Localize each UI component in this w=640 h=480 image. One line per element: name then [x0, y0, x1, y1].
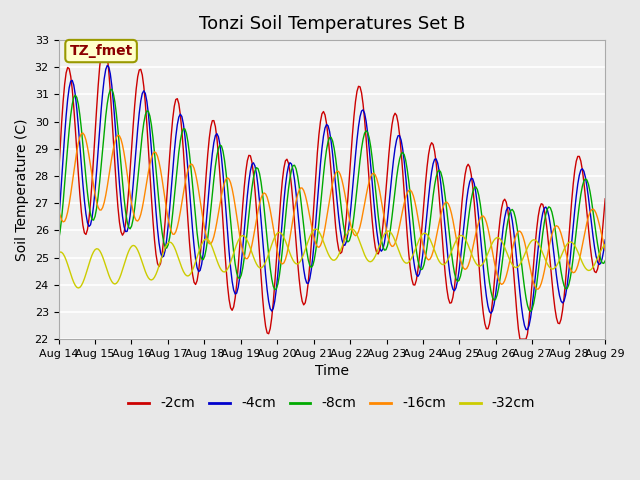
- X-axis label: Time: Time: [315, 364, 349, 378]
- Legend: -2cm, -4cm, -8cm, -16cm, -32cm: -2cm, -4cm, -8cm, -16cm, -32cm: [123, 391, 541, 416]
- Title: Tonzi Soil Temperatures Set B: Tonzi Soil Temperatures Set B: [198, 15, 465, 33]
- Y-axis label: Soil Temperature (C): Soil Temperature (C): [15, 119, 29, 261]
- Text: TZ_fmet: TZ_fmet: [70, 44, 132, 58]
